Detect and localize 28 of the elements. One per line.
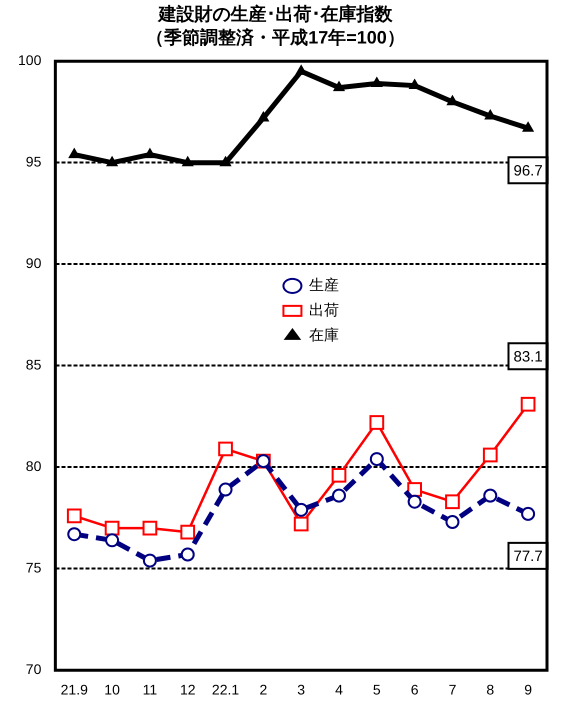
- x-tick-label: 9: [524, 681, 532, 698]
- y-tick-label: 90: [26, 255, 42, 272]
- x-tick-label: 2: [259, 681, 268, 698]
- chart-subtitle: （季節調整済・平成17年=100）: [146, 27, 405, 48]
- y-tick-label: 95: [26, 154, 42, 170]
- y-tick-label: 70: [26, 661, 42, 678]
- y-tick-label: 80: [26, 458, 42, 474]
- data-label: 83.1: [513, 348, 543, 366]
- legend-label: 出荷: [308, 302, 339, 320]
- x-tick-label: 6: [410, 681, 419, 698]
- x-tick-label: 5: [372, 681, 381, 698]
- x-tick-label: 3: [297, 681, 306, 698]
- x-tick-label: 11: [142, 681, 158, 698]
- data-label: 77.7: [513, 548, 543, 566]
- x-tick-label: 8: [486, 681, 494, 698]
- legend-label: 生産: [308, 277, 339, 294]
- y-tick-label: 85: [26, 356, 42, 373]
- x-tick-label: 10: [104, 681, 120, 698]
- x-tick-label: 7: [448, 681, 457, 698]
- x-tick-label: 4: [335, 681, 344, 698]
- x-tick-label: 22.1: [212, 681, 240, 698]
- data-label: 96.7: [513, 162, 543, 180]
- x-tick-label: 21.9: [60, 681, 88, 698]
- y-tick-label: 100: [18, 52, 42, 68]
- chart-title: 建設財の生産･出荷･在庫指数: [156, 4, 394, 24]
- legend-label: 在庫: [308, 327, 339, 344]
- x-tick-label: 12: [180, 681, 196, 698]
- y-tick-label: 75: [26, 560, 42, 576]
